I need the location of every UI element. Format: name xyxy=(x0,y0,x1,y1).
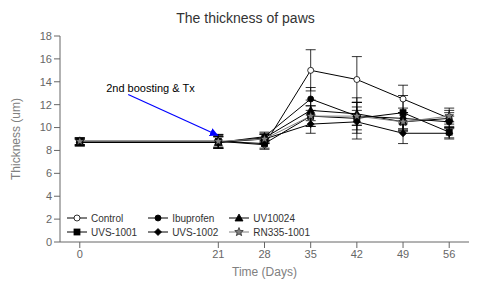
html-text:UVS-1002: UVS-1002 xyxy=(172,226,219,238)
svg-text:56: 56 xyxy=(443,248,455,260)
svg-text:2nd boosting & Tx: 2nd boosting & Tx xyxy=(106,82,195,94)
svg-text:49: 49 xyxy=(397,248,409,260)
svg-text:18: 18 xyxy=(40,30,52,42)
html-text:UVS-1001: UVS-1001 xyxy=(91,226,138,238)
html-text:UV10024: UV10024 xyxy=(253,212,295,224)
svg-text:8: 8 xyxy=(46,144,52,156)
html-text:Ibuprofen: Ibuprofen xyxy=(172,212,215,224)
svg-text:28: 28 xyxy=(258,248,270,260)
svg-text:21: 21 xyxy=(212,248,224,260)
svg-text:10: 10 xyxy=(40,121,52,133)
svg-text:Time (Days): Time (Days) xyxy=(232,265,297,279)
svg-text:Thickness (um): Thickness (um) xyxy=(9,98,23,180)
svg-text:4: 4 xyxy=(46,190,52,202)
svg-text:14: 14 xyxy=(40,76,52,88)
html-text:The thickness of paws: The thickness of paws xyxy=(176,10,315,26)
svg-text:2: 2 xyxy=(46,213,52,225)
svg-text:42: 42 xyxy=(351,248,363,260)
svg-text:16: 16 xyxy=(40,53,52,65)
svg-text:35: 35 xyxy=(305,248,317,260)
svg-text:6: 6 xyxy=(46,167,52,179)
html-text:Control: Control xyxy=(91,212,124,224)
svg-text:12: 12 xyxy=(40,99,52,111)
html-text:RN335-1001: RN335-1001 xyxy=(253,226,310,238)
svg-text:0: 0 xyxy=(46,236,52,248)
svg-text:0: 0 xyxy=(77,248,83,260)
